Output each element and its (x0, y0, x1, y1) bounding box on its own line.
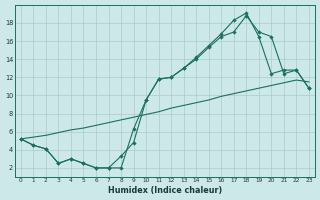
X-axis label: Humidex (Indice chaleur): Humidex (Indice chaleur) (108, 186, 222, 195)
